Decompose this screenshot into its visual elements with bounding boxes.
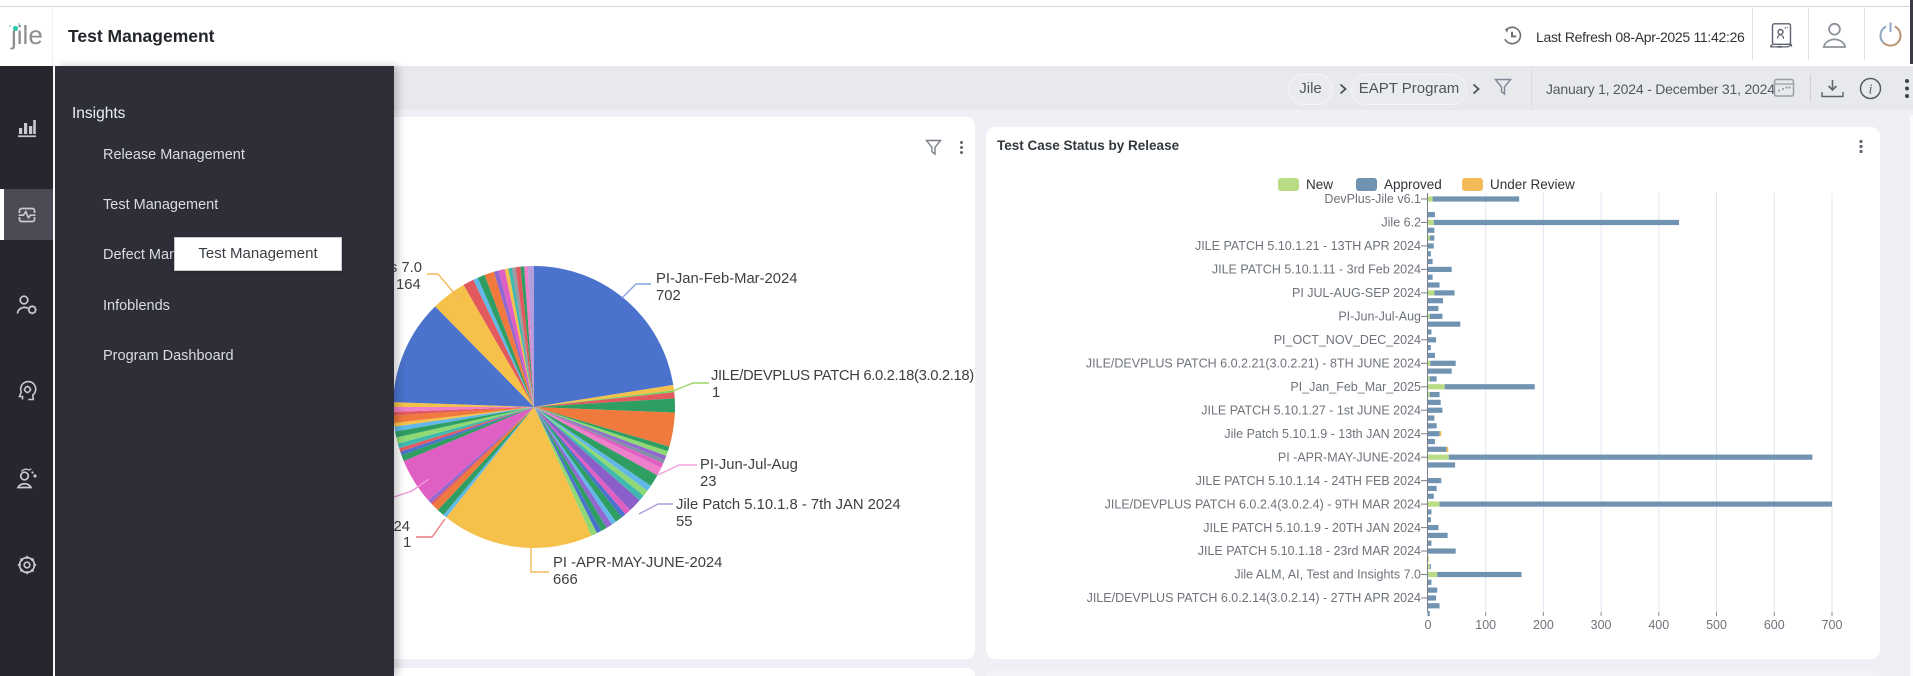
svg-text:300: 300 [1591,618,1612,632]
svg-text:JILE PATCH 5.10.1.9 - 20TH JAN: JILE PATCH 5.10.1.9 - 20TH JAN 2024 [1203,521,1421,535]
svg-text:JILE PATCH 5.10.1.18 - 23rd MA: JILE PATCH 5.10.1.18 - 23rd MAR 2024 [1198,544,1421,558]
svg-text:500: 500 [1706,618,1727,632]
svg-text:JILE PATCH 5.10.1.27 - 1st JUN: JILE PATCH 5.10.1.27 - 1st JUNE 2024 [1201,403,1421,417]
svg-text:JILE PATCH 5.10.1.11 - 3rd Feb: JILE PATCH 5.10.1.11 - 3rd Feb 2024 [1212,263,1421,277]
svg-text:Jile 6.2: Jile 6.2 [1381,216,1421,230]
svg-text:Test Case Status by Release: Test Case Status by Release [997,138,1180,153]
svg-text:55: 55 [676,514,692,530]
svg-text:Approved: Approved [1384,177,1442,192]
svg-text:1: 1 [712,385,720,401]
svg-text:24: 24 [394,519,410,535]
svg-text:JILE/DEVPLUS PATCH 6.0.2.4(3.0: JILE/DEVPLUS PATCH 6.0.2.4(3.0.2.4) - 9T… [1105,497,1421,511]
svg-text:i: i [1869,81,1873,96]
svg-text:PI_OCT_NOV_DEC_2024: PI_OCT_NOV_DEC_2024 [1274,333,1421,347]
svg-text:PI-Jan-Feb-Mar-2024: PI-Jan-Feb-Mar-2024 [656,271,797,287]
svg-text:JILE PATCH 5.10.1.14 - 24TH FE: JILE PATCH 5.10.1.14 - 24TH FEB 2024 [1196,474,1421,488]
svg-text:200: 200 [1533,618,1554,632]
svg-text:PI JUL-AUG-SEP 2024: PI JUL-AUG-SEP 2024 [1292,286,1421,300]
svg-text:700: 700 [1822,618,1843,632]
svg-text:666: 666 [553,572,578,588]
svg-text:New: New [1306,177,1333,192]
svg-text:PI-Jun-Jul-Aug: PI-Jun-Jul-Aug [1338,310,1421,324]
svg-text:Under Review: Under Review [1490,177,1575,192]
svg-text:PI -APR-MAY-JUNE-2024: PI -APR-MAY-JUNE-2024 [553,555,722,571]
svg-text:PI_Jan_Feb_Mar_2025: PI_Jan_Feb_Mar_2025 [1290,380,1421,394]
svg-text:400: 400 [1648,618,1669,632]
svg-text:Jile Patch 5.10.1.9 - 13th JAN: Jile Patch 5.10.1.9 - 13th JAN 2024 [1224,427,1421,441]
svg-text:702: 702 [656,288,681,304]
svg-text:Jile Patch 5.10.1.8 - 7th JAN: Jile Patch 5.10.1.8 - 7th JAN 2024 [676,497,901,513]
svg-text:JILE/DEVPLUS PATCH 6.0.2.14(3.: JILE/DEVPLUS PATCH 6.0.2.14(3.0.2.14) - … [1087,591,1421,605]
svg-text:Jile ALM, AI, Test and Insight: Jile ALM, AI, Test and Insights 7.0 [1234,568,1421,582]
svg-text:23: 23 [700,474,716,490]
svg-text:0: 0 [1425,618,1432,632]
svg-text:JILE/DEVPLUS PATCH 6.0.2.18(3.: JILE/DEVPLUS PATCH 6.0.2.18(3.0.2.18) - [711,368,975,384]
svg-text:PI-Jun-Jul-Aug: PI-Jun-Jul-Aug [700,457,798,473]
svg-text:164: 164 [396,277,421,293]
svg-text:100: 100 [1475,618,1496,632]
svg-text:DevPlus-Jile v6.1: DevPlus-Jile v6.1 [1324,192,1421,206]
svg-text:1: 1 [403,535,411,551]
svg-text:600: 600 [1764,618,1785,632]
svg-text:JILE/DEVPLUS PATCH 6.0.2.21(3.: JILE/DEVPLUS PATCH 6.0.2.21(3.0.2.21) - … [1086,357,1421,371]
svg-text:PI -APR-MAY-JUNE-2024: PI -APR-MAY-JUNE-2024 [1278,450,1421,464]
svg-text:JILE PATCH 5.10.1.21 - 13TH AP: JILE PATCH 5.10.1.21 - 13TH APR 2024 [1195,239,1421,253]
